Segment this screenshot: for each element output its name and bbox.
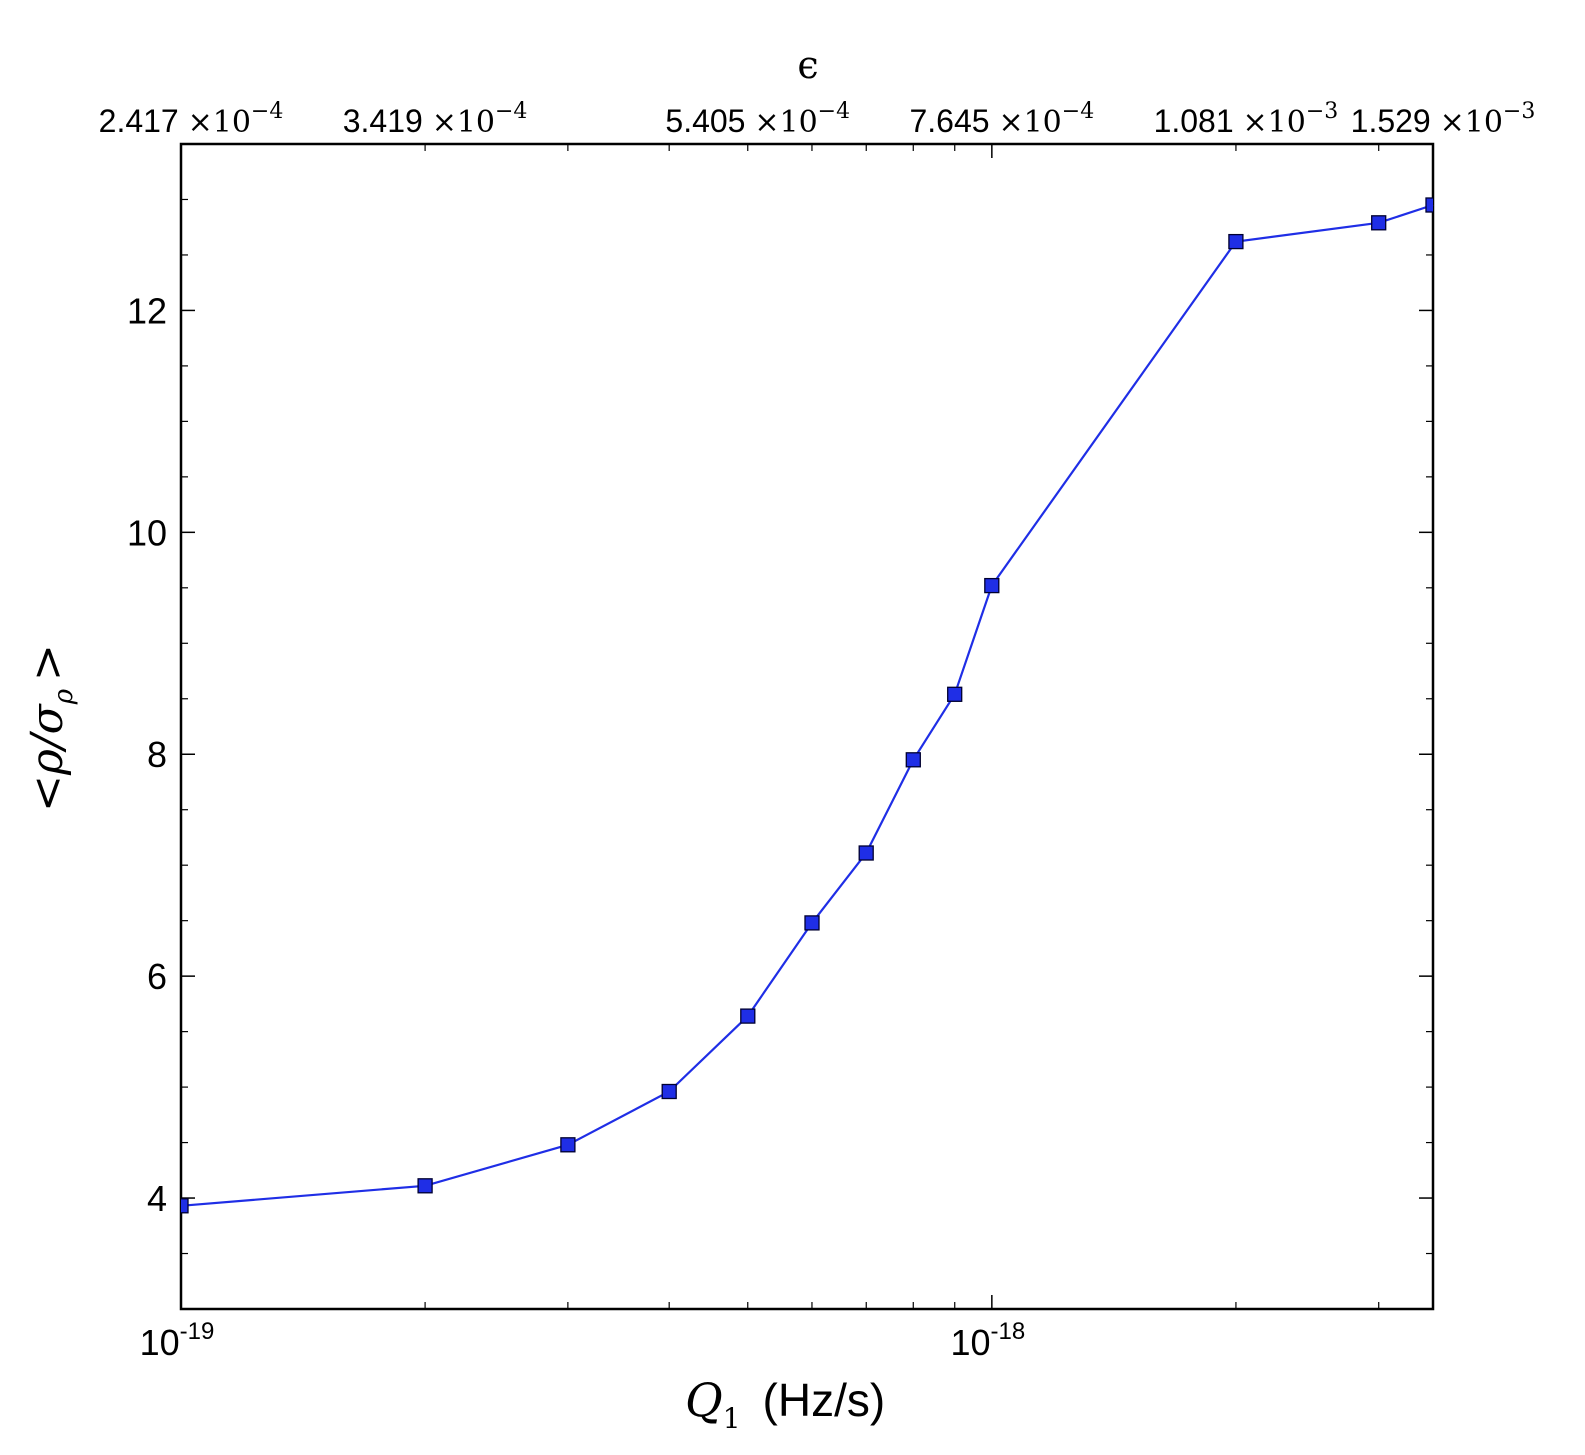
top-tick-mantissa: 2.417 — [99, 103, 188, 139]
y-axis-label: <ρ/σρ > — [22, 644, 79, 812]
top-tick-times: ×10 — [754, 105, 817, 140]
top-tick-times: ×10 — [188, 105, 251, 140]
y-axis-label-main: <ρ/σ — [22, 702, 73, 812]
y-axis-label-subscript: ρ — [49, 688, 79, 705]
top-tick-label: 5.405 ×10−4 — [665, 99, 850, 140]
data-point-marker — [804, 915, 820, 931]
x-tick-label: 10-18 — [950, 1318, 1025, 1363]
y-tick-label: 6 — [147, 956, 167, 997]
series-markers — [181, 197, 1433, 1214]
top-tick-mantissa: 1.529 — [1351, 103, 1440, 139]
x-tick-label-exponent: -18 — [991, 1318, 1026, 1345]
data-point-marker — [560, 1137, 576, 1153]
series-layer — [180, 197, 1434, 1214]
data-point-marker — [417, 1178, 433, 1194]
top-tick-times: ×10 — [1243, 105, 1306, 140]
top-tick-label: 7.645 ×10−4 — [909, 99, 1094, 140]
top-tick-label: 1.081 ×10−3 — [1154, 99, 1339, 140]
data-point-marker — [181, 1198, 189, 1214]
x-tick-label-base: 10 — [140, 1322, 180, 1363]
top-tick-times: ×10 — [998, 105, 1061, 140]
top-axis-label: ϵ — [797, 43, 818, 87]
data-point-marker — [1371, 215, 1387, 231]
top-tick-mantissa: 5.405 — [665, 103, 754, 139]
top-tick-mantissa: 3.419 — [343, 103, 432, 139]
top-tick-mantissa: 7.645 — [909, 103, 998, 139]
data-point-marker — [740, 1008, 756, 1024]
y-axis-label-close: > — [22, 644, 73, 681]
y-tick-label: 10 — [127, 512, 167, 553]
x-axis-label-subscript: 1 — [723, 1402, 741, 1435]
top-tick-times: ×10 — [432, 105, 495, 140]
top-axis-ticks: 2.417 ×10−4 3.419 ×10−4 5.405 ×10−4 7.645 ×… — [99, 99, 1536, 140]
data-point-marker — [947, 686, 963, 702]
data-point-marker — [1425, 197, 1433, 213]
x-axis-label-unit: (Hz/s) — [763, 1374, 886, 1426]
y-axis-ticks: 4 6 8 10 12 — [127, 198, 1433, 1255]
data-point-marker — [858, 845, 874, 861]
top-tick-exponent: −4 — [1062, 99, 1094, 124]
top-tick-exponent: −4 — [495, 99, 527, 124]
x-tick-label-exponent: -19 — [180, 1318, 215, 1345]
x-axis-label: Q1 (Hz/s) — [685, 1373, 885, 1435]
x-tick-label-base: 10 — [950, 1322, 990, 1363]
y-tick-label: 8 — [147, 734, 167, 775]
top-tick-exponent: −3 — [1306, 99, 1338, 124]
data-point-marker — [984, 577, 1000, 594]
data-point-marker — [1228, 233, 1244, 250]
plot-area — [179, 142, 1435, 1311]
svg-text:Q1(Hz/s): Q1 (Hz/s) — [685, 1373, 885, 1435]
y-tick-label: 4 — [147, 1178, 167, 1219]
top-tick-label: 1.529 ×10−3 — [1351, 99, 1536, 140]
top-tick-label: 2.417 ×10−4 — [99, 99, 284, 140]
top-tick-label: 3.419 ×10−4 — [343, 99, 528, 140]
top-tick-exponent: −4 — [818, 99, 850, 124]
x-axis-label-symbol: Q — [685, 1373, 723, 1427]
data-point-marker — [905, 752, 921, 768]
top-tick-exponent: −4 — [251, 99, 283, 124]
x-tick-label: 10-19 — [140, 1318, 215, 1363]
top-tick-mantissa: 1.081 — [1154, 103, 1243, 139]
top-tick-times: ×10 — [1440, 105, 1503, 140]
data-point-marker — [661, 1083, 677, 1100]
y-tick-label: 12 — [127, 290, 167, 331]
svg-text:<ρ/σρ>: <ρ/σρ > — [22, 644, 79, 812]
top-tick-exponent: −3 — [1503, 99, 1535, 124]
x-axis-ticks: 10-19 10-18 — [140, 144, 1380, 1363]
